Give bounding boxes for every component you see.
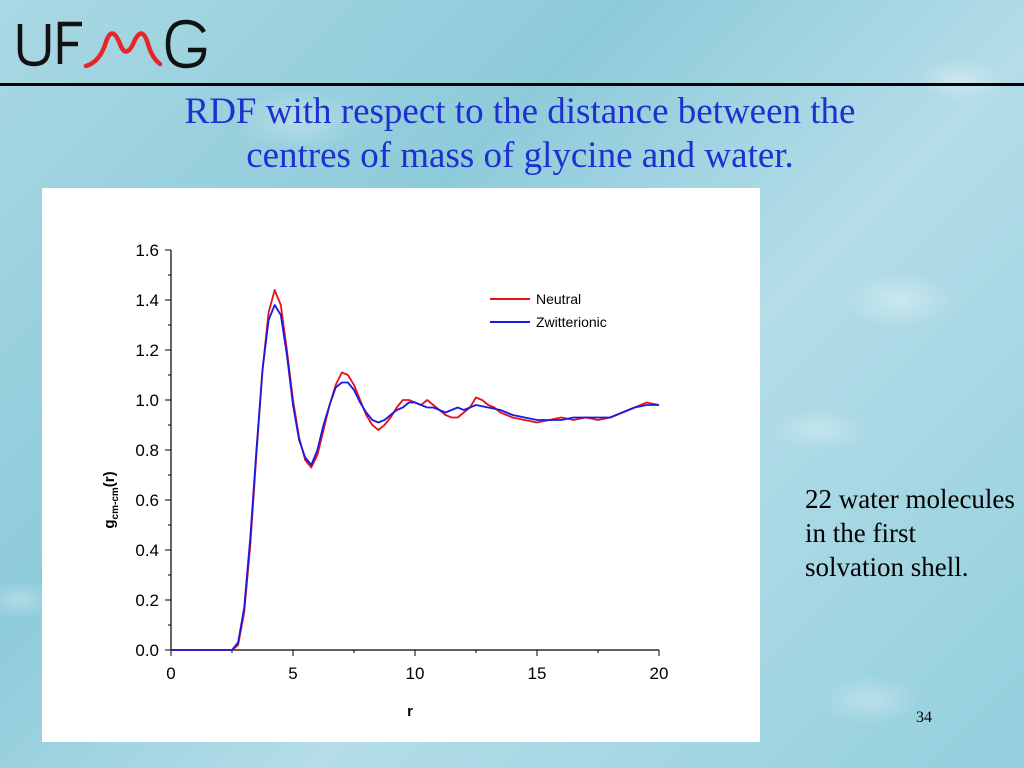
y-tick-label: 0.0 [135,641,159,660]
y-axis-label-tail: (r) [101,471,118,487]
y-axis-label-sub: cm-cm [110,487,121,519]
x-tick-label: 15 [528,664,547,683]
x-tick-label: 10 [406,664,425,683]
rdf-chart: 0.0 0.2 0.4 0.6 0.8 1.0 1.2 1.4 1.6 0 5 10 15 20 Neut… [101,241,669,720]
slide-title: RDF with respect to the distance between… [60,90,980,178]
y-tick-label: 0.2 [135,591,159,610]
x-tick-label: 5 [288,664,297,683]
y-tick-label: 0.8 [135,441,159,460]
y-tick-label: 0.6 [135,491,159,510]
x-tick-label: 0 [166,664,175,683]
y-axis-label-main: g [101,519,118,528]
legend-label-zwitterionic: Zwitterionic [536,314,607,330]
y-tick-label: 1.6 [135,241,159,260]
y-tick-label: 0.4 [135,541,159,560]
y-axis-label: gcm-cm(r) [101,471,121,528]
series-line-neutral [171,289,660,651]
header-divider [0,83,1024,86]
legend-label-neutral: Neutral [536,291,581,307]
slide-number: 34 [916,709,932,726]
title-line-2: centres of mass of glycine and water. [246,135,794,176]
series-line-zwitterionic [171,304,659,651]
ufmg-logo [17,19,207,69]
y-tick-label: 1.4 [135,291,159,310]
solvation-note: 22 water molecules in the first solvatio… [805,484,1015,582]
title-line-1: RDF with respect to the distance between… [184,91,856,132]
x-axis-label: r [407,703,413,720]
y-tick-label: 1.0 [135,391,159,410]
chart-panel: 0.0 0.2 0.4 0.6 0.8 1.0 1.2 1.4 1.6 0 5 10 15 20 Neut… [42,188,760,742]
y-tick-label: 1.2 [135,341,159,360]
x-tick-label: 20 [650,664,669,683]
